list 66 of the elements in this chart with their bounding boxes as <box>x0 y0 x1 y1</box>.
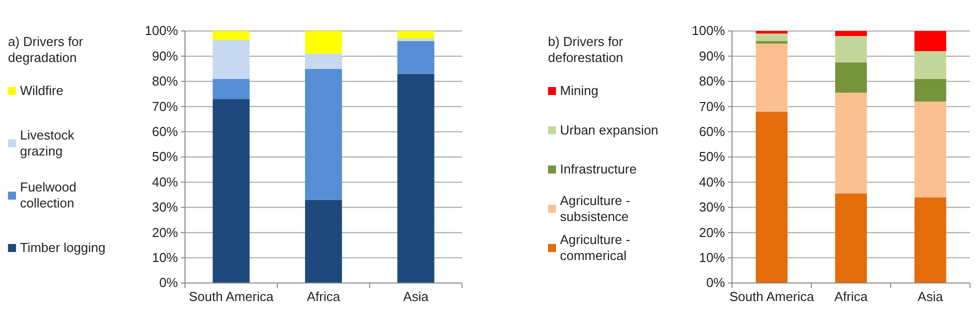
bar <box>756 41 788 44</box>
bar <box>835 194 867 283</box>
bar <box>914 78 946 102</box>
legend-label: Livestock grazing <box>20 127 75 158</box>
bar <box>914 31 946 52</box>
y-tick-label: 80% <box>698 74 726 89</box>
y-tick-label: 50% <box>152 149 178 164</box>
bar <box>212 40 250 79</box>
bar <box>914 51 946 79</box>
legend-label: Mining <box>560 83 598 98</box>
bar <box>397 31 434 39</box>
legend-label: Timber logging <box>20 240 106 255</box>
y-tick-label: 100% <box>144 23 178 38</box>
bar <box>212 78 250 100</box>
y-tick-label: 70% <box>698 98 726 114</box>
bar <box>835 36 867 62</box>
y-tick-label: 60% <box>698 124 726 139</box>
y-tick-label: 20% <box>152 224 178 240</box>
y-tick-label: 10% <box>152 250 178 265</box>
bar <box>835 31 867 36</box>
y-tick-label: 70% <box>152 98 178 114</box>
bar <box>914 197 946 283</box>
x-tick-label: Asia <box>403 289 430 304</box>
y-tick-label: 80% <box>152 74 178 89</box>
x-tick-label: South America <box>729 289 815 304</box>
bar <box>914 102 946 198</box>
text: b) Drivers for deforestation <box>548 34 624 65</box>
legend-label: Agriculture - subsistence <box>560 192 630 224</box>
y-tick-label: 50% <box>698 149 726 164</box>
y-tick-label: 20% <box>698 224 726 240</box>
legend-label: Wildfire <box>20 83 64 98</box>
y-tick-label: 30% <box>152 200 178 215</box>
y-tick-label: 40% <box>698 174 726 190</box>
legend-label: Urban expansion <box>560 122 658 138</box>
y-tick-label: 30% <box>698 200 726 215</box>
y-tick-label: 10% <box>698 250 726 265</box>
legend-label: Fuelwood collection <box>20 180 76 211</box>
text: a) Drivers for degradation <box>8 34 84 65</box>
bar <box>305 200 342 283</box>
y-tick-label: 90% <box>698 48 726 64</box>
x-tick-label: Africa <box>306 289 341 304</box>
y-tick-label: 100% <box>692 23 726 38</box>
legend-label: Agriculture - commerical <box>560 232 630 263</box>
x-tick-label: South America <box>188 289 274 304</box>
y-tick-label: 0% <box>706 275 726 290</box>
bar <box>835 92 867 194</box>
bar <box>397 38 434 42</box>
bar <box>756 31 788 34</box>
bar <box>756 44 788 112</box>
bar <box>212 31 250 40</box>
bar <box>212 99 250 283</box>
bar <box>756 112 788 283</box>
bar <box>397 74 434 283</box>
bar <box>305 31 342 54</box>
bar <box>835 62 867 93</box>
bar <box>756 34 788 42</box>
x-tick-label: Africa <box>834 289 868 304</box>
y-tick-label: 0% <box>159 275 178 290</box>
bar <box>305 68 342 200</box>
x-tick-label: Asia <box>918 289 944 304</box>
bar <box>305 54 342 69</box>
bar <box>397 41 434 74</box>
y-tick-label: 90% <box>152 48 178 64</box>
y-tick-label: 40% <box>152 174 178 190</box>
y-tick-label: 60% <box>152 124 178 139</box>
legend-label: Infrastructure <box>560 162 637 176</box>
